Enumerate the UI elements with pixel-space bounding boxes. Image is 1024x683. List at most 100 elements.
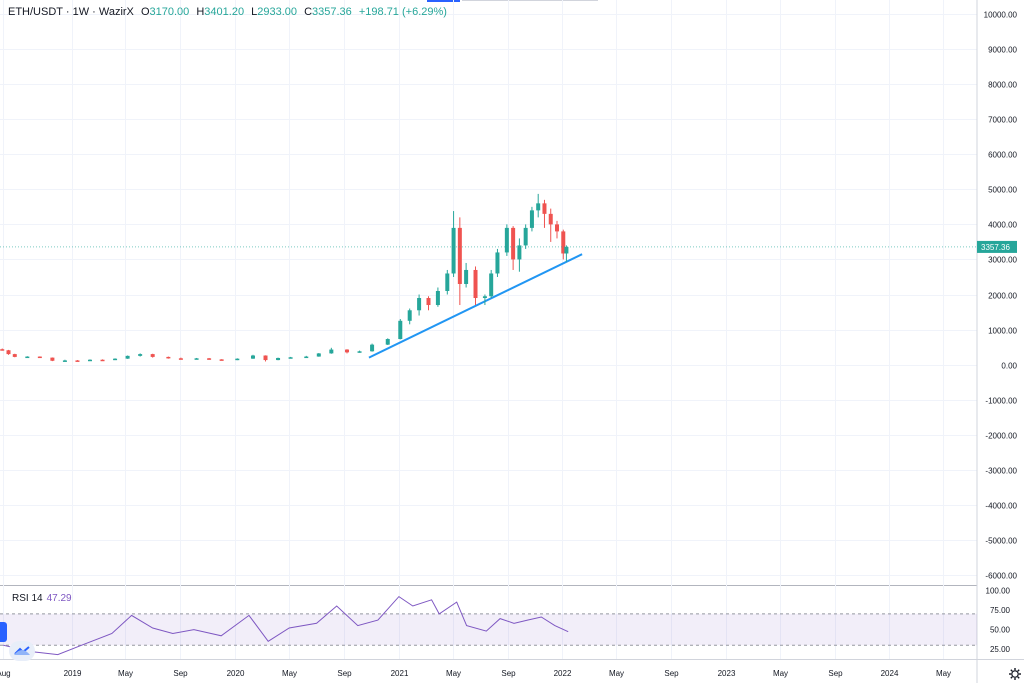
candle-body <box>357 351 362 353</box>
price-tick-label: 10000.00 <box>984 11 1018 20</box>
settings-gear-icon[interactable] <box>1009 668 1021 680</box>
chart-logo-icon[interactable] <box>9 641 35 661</box>
candle <box>561 229 566 260</box>
candle-body <box>529 210 534 228</box>
candle <box>100 359 105 362</box>
candle <box>495 248 500 277</box>
candle-body <box>417 298 422 311</box>
candle <box>304 355 309 359</box>
candle-body <box>426 298 431 306</box>
candle-body <box>138 354 143 356</box>
candle <box>451 211 456 277</box>
candle <box>12 353 17 358</box>
time-tick-label: Sep <box>337 669 352 678</box>
price-tick-label: 3000.00 <box>988 256 1017 265</box>
candle-body <box>445 273 450 291</box>
candle-body <box>87 359 92 362</box>
candle-body <box>316 353 321 357</box>
price-tick-label: 4000.00 <box>988 221 1017 230</box>
candle-body <box>113 358 118 361</box>
open-label: O <box>140 6 150 18</box>
time-tick-label: 2024 <box>881 669 899 678</box>
candle-body <box>288 357 293 359</box>
candle <box>473 266 478 306</box>
time-tick-label: Sep <box>501 669 516 678</box>
time-tick-label: 2021 <box>391 669 409 678</box>
rsi-tick-label: 75.00 <box>990 606 1011 615</box>
rsi-axis: 100.00 75.00 50.00 25.00 <box>986 586 1011 654</box>
candle-body <box>250 355 255 359</box>
toolbar-tab-indicator[interactable] <box>427 0 460 2</box>
last-price-badge <box>977 240 1017 253</box>
symbol-label[interactable]: ETH/USDT · 1W · WazirX <box>8 6 134 18</box>
rsi-tick-label: 25.00 <box>990 645 1011 654</box>
candle <box>435 287 440 307</box>
price-tick-label: 1000.00 <box>988 327 1017 336</box>
candle <box>536 193 541 218</box>
last-price-marker: 3357.36 <box>0 240 1017 253</box>
candle-body <box>345 349 350 353</box>
time-tick-label: May <box>773 669 788 678</box>
rsi-legend[interactable]: RSI 14 47.29 <box>12 593 72 604</box>
candle <box>50 357 55 362</box>
time-tick-label: 2022 <box>554 669 572 678</box>
candle <box>235 358 240 361</box>
candle-body <box>235 358 240 361</box>
candle <box>548 208 553 242</box>
candle <box>263 355 268 362</box>
price-tick-label: -1000.00 <box>985 397 1017 406</box>
candle-body <box>166 356 171 359</box>
price-tick-label: 2000.00 <box>988 292 1017 301</box>
open-value: 3170.00 <box>149 6 190 18</box>
candle <box>445 269 450 295</box>
time-tick-label: May <box>936 669 951 678</box>
price-tick-label: 6000.00 <box>988 151 1017 160</box>
candle-body <box>329 349 334 354</box>
rsi-label: RSI 14 <box>12 593 43 604</box>
time-tick-label: 2020 <box>227 669 245 678</box>
candle <box>407 308 412 325</box>
time-tick-label: Aug <box>0 669 11 678</box>
candle-body <box>464 269 469 284</box>
candle <box>542 199 547 228</box>
trendline-layer <box>368 253 583 359</box>
rsi-value: 47.29 <box>46 593 72 604</box>
candle-body <box>451 227 456 274</box>
candle-body <box>12 354 17 357</box>
price-tick-label: 9000.00 <box>988 46 1017 55</box>
candle-body <box>125 355 130 359</box>
rsi-tick-label: 100.00 <box>986 586 1011 595</box>
candle-body <box>495 252 500 274</box>
time-tick-label: Sep <box>828 669 843 678</box>
time-tick-label: May <box>446 669 461 678</box>
low-value: 2933.00 <box>257 6 298 18</box>
candle-body <box>555 224 560 232</box>
candle-body <box>561 231 566 254</box>
candle-body <box>219 359 224 361</box>
candle-body <box>370 344 375 352</box>
price-tick-label: -3000.00 <box>985 467 1017 476</box>
symbol-legend: ETH/USDT · 1W · WazirX O3170.00 H3401.20… <box>8 6 447 18</box>
candle-body <box>482 296 487 299</box>
candle <box>370 343 375 352</box>
candle-body <box>276 357 281 361</box>
candle-body <box>194 358 199 360</box>
candle <box>0 348 5 351</box>
candle <box>464 262 469 288</box>
close-value: 3357.36 <box>312 6 352 18</box>
candle-body <box>523 227 528 246</box>
price-tick-label: -4000.00 <box>985 502 1017 511</box>
candle <box>511 226 516 270</box>
candle-body <box>50 357 55 361</box>
candle <box>523 224 528 249</box>
low-label: L <box>251 6 258 18</box>
side-panel-handle[interactable] <box>0 622 7 642</box>
candle <box>87 359 92 362</box>
candle-body <box>435 291 440 306</box>
rsi-pane <box>0 595 977 656</box>
candle <box>345 349 350 354</box>
candle <box>6 349 11 355</box>
candle-body <box>37 356 42 359</box>
candle <box>166 356 171 359</box>
